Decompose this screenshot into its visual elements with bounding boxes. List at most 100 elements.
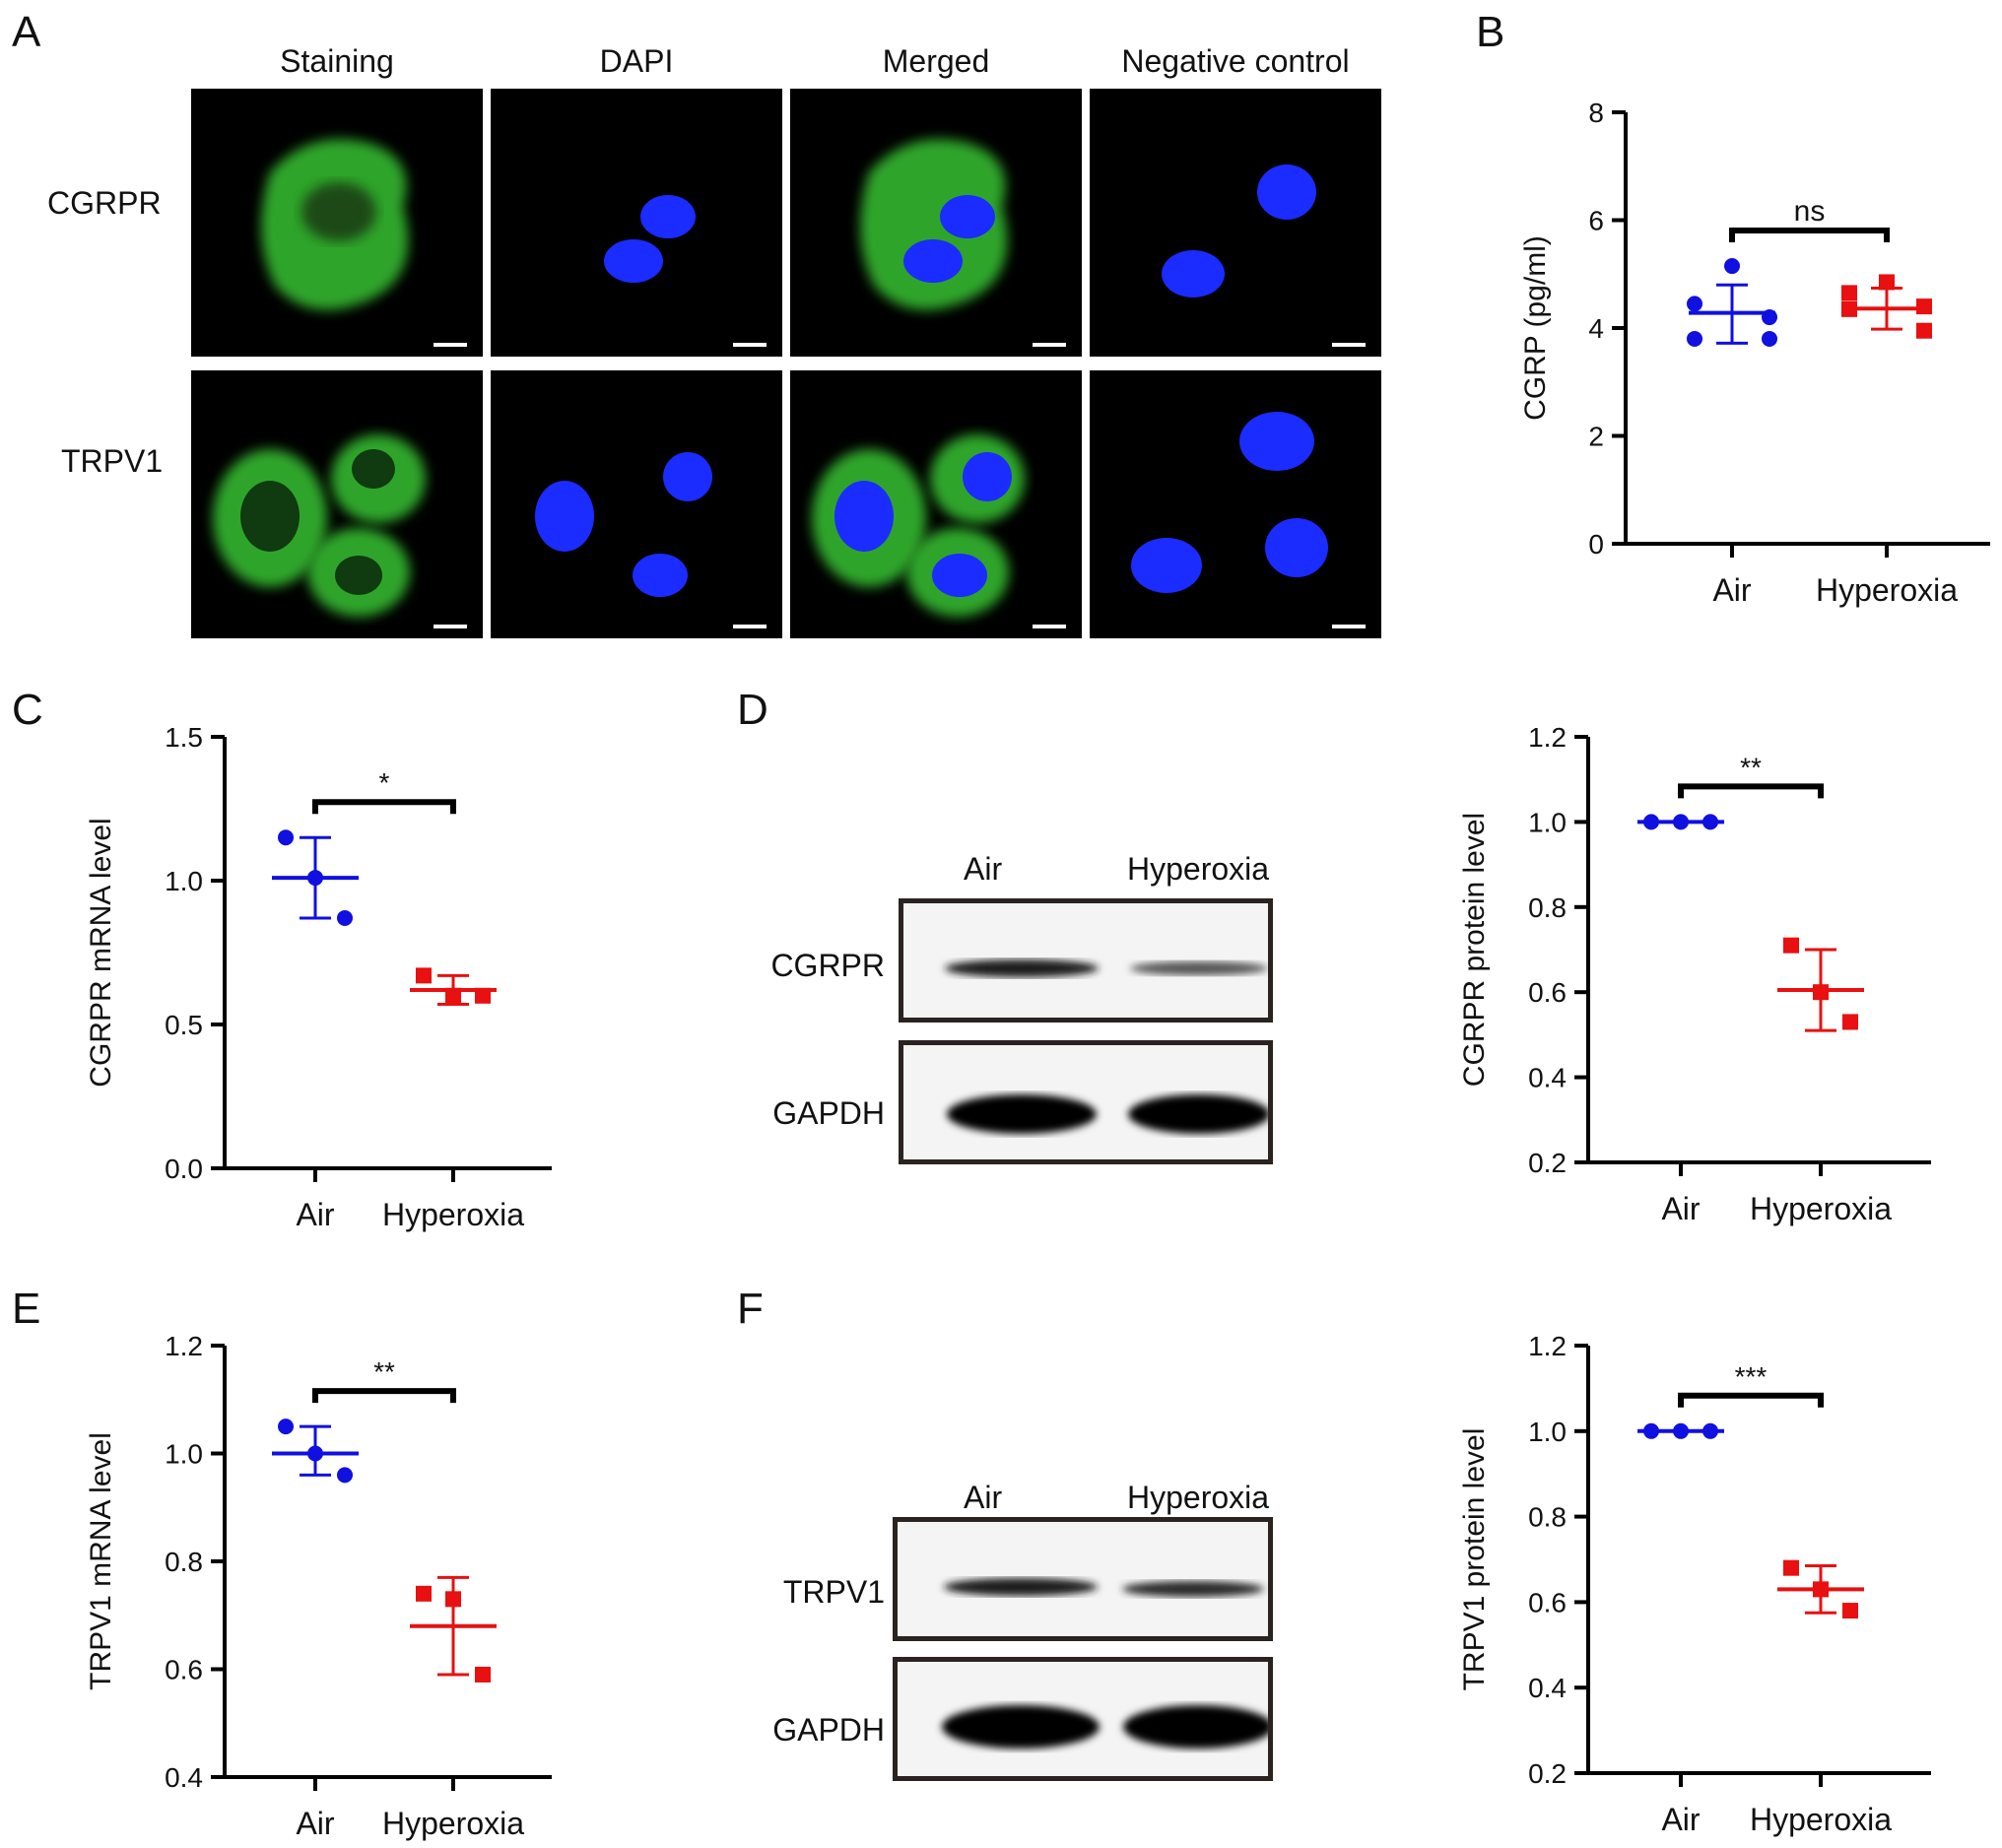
chart-b-y-axis-label: CGRP (pg/ml) [1519, 235, 1552, 421]
chart-b-x-tick-label: Air [1712, 572, 1751, 608]
chart-c-significance-label: * [379, 767, 390, 798]
blot-d-cgrpr-membrane [899, 898, 1273, 1023]
chart-e-hyperoxia-point [475, 1666, 491, 1683]
chart-c-y-tick-label: 0.5 [165, 1010, 203, 1040]
chart-b-air-point [1687, 330, 1702, 347]
chart-f-y-tick-label: 0.8 [1528, 1502, 1567, 1533]
chart-e-y-tick-label: 0.6 [165, 1655, 203, 1685]
chart-d-y-tick-label: 1.2 [1528, 722, 1567, 753]
chart-c-y-tick-label: 1.0 [165, 866, 203, 896]
chart-b-y-tick-label: 0 [1588, 529, 1604, 560]
blot-f-lane-air: Air [964, 1480, 1003, 1515]
chart-f-y-tick-label: 1.2 [1528, 1331, 1567, 1361]
blot-f-label-trpv1: TRPV1 [782, 1574, 885, 1610]
chart-b-y-tick-label: 4 [1588, 313, 1604, 344]
chart-f-y-tick-label: 1.0 [1528, 1417, 1567, 1447]
micrograph-cgrpr-dapi [491, 89, 782, 357]
blot-f-gapdh-membrane [893, 1657, 1273, 1781]
chart-e-hyperoxia-point [416, 1585, 432, 1602]
micrograph-cgrpr-merged [790, 89, 1082, 357]
blot-d-label-gapdh: GAPDH [772, 1095, 885, 1131]
chart-d-hyperoxia-point [1842, 1014, 1858, 1030]
chart-f-significance-bracket [1678, 1392, 1824, 1408]
chart-f-y-tick-label: 0.2 [1528, 1758, 1567, 1789]
panel-label-b: B [1476, 8, 1505, 56]
chart-b-y-tick-label: 6 [1588, 206, 1604, 236]
chart-b-significance-label: ns [1794, 195, 1826, 228]
blot-f-label-gapdh: GAPDH [772, 1712, 885, 1748]
chart-c-hyperoxia-point [416, 967, 432, 984]
blot-f-trpv1-membrane [893, 1517, 1273, 1641]
chart-b-y-tick-label: 2 [1588, 422, 1604, 452]
blot-d-gapdh-membrane [899, 1040, 1273, 1164]
chart-c-x-tick-label: Hyperoxia [382, 1197, 524, 1232]
chart-d-hyperoxia-point [1783, 937, 1799, 954]
chart-d-x-tick-label: Hyperoxia [1750, 1191, 1892, 1226]
chart-d-y-tick-label: 0.2 [1528, 1148, 1567, 1178]
chart-e-x-tick-label: Hyperoxia [382, 1806, 524, 1841]
chart-e-significance-bracket [312, 1388, 456, 1404]
scale-bar [1033, 625, 1066, 628]
chart-b-y-tick-label: 8 [1588, 98, 1604, 128]
chart-d-x-tick-label: Air [1661, 1191, 1700, 1226]
chart-e-significance-label: ** [373, 1356, 395, 1387]
scale-bar [434, 343, 467, 347]
chart-e-y-tick-label: 1.2 [165, 1331, 203, 1361]
chart-e-y-tick-label: 0.8 [165, 1547, 203, 1577]
chart-d-hyperoxia-point [1813, 984, 1829, 1001]
chart-d-significance-bracket [1678, 783, 1824, 799]
chart-b-significance-bracket [1729, 228, 1890, 243]
chart-f-x-tick-label: Hyperoxia [1750, 1802, 1892, 1837]
chart-f-significance-label: *** [1735, 1361, 1768, 1392]
blot-d-label-cgrpr: CGRPR [770, 948, 885, 983]
column-title-merged: Merged [882, 43, 990, 79]
micrograph-trpv1-staining [191, 370, 483, 638]
blot-d-lane-hyperoxia: Hyperoxia [1127, 851, 1270, 887]
chart-b-hyperoxia-point [1841, 285, 1857, 301]
chart-b-air-point [1724, 258, 1740, 275]
chart-f-y-tick-label: 0.4 [1528, 1673, 1567, 1703]
chart-e-air-point [278, 1419, 294, 1435]
chart-e-y-tick-label: 1.0 [165, 1439, 203, 1470]
scale-bar [733, 343, 767, 347]
blot-d-lane-air: Air [964, 851, 1003, 887]
chart-c-x-tick-label: Air [296, 1197, 334, 1232]
chart-e-hyperoxia-point [445, 1591, 461, 1608]
chart-f-hyperoxia-point [1842, 1603, 1858, 1619]
scale-bar [1033, 343, 1066, 347]
chart-b-hyperoxia-point [1879, 274, 1895, 291]
panel-label-c: C [12, 686, 43, 734]
chart-d-y-axis-label: CGRPR protein level [1458, 813, 1491, 1087]
chart-e-y-tick-label: 0.4 [165, 1762, 203, 1793]
chart-f-y-tick-label: 0.6 [1528, 1587, 1567, 1617]
chart-c-air-point [278, 829, 294, 846]
chart-f-hyperoxia-point [1783, 1559, 1799, 1576]
column-title-dapi: DAPI [599, 43, 674, 79]
micrograph-trpv1-dapi [491, 370, 782, 638]
row-label-cgrpr: CGRPR [47, 185, 162, 221]
chart-b-air-point [1762, 330, 1777, 347]
row-label-trpv1: TRPV1 [61, 443, 164, 479]
chart-d-y-tick-label: 0.8 [1528, 892, 1567, 923]
chart-b-hyperoxia-point [1916, 298, 1932, 315]
chart-e-x-tick-label: Air [296, 1806, 334, 1841]
chart-b-air-point [1687, 296, 1702, 312]
micrograph-cgrpr-negative-control [1090, 89, 1381, 357]
scale-bar [1332, 625, 1366, 628]
chart-d-y-tick-label: 0.6 [1528, 977, 1567, 1008]
chart-c-air-point [337, 909, 353, 926]
panel-label-a: A [12, 8, 41, 56]
chart-f-x-tick-label: Air [1661, 1802, 1700, 1837]
chart-e-y-axis-label: TRPV1 mRNA level [85, 1432, 117, 1690]
scale-bar [434, 625, 467, 628]
chart-d-y-tick-label: 0.4 [1528, 1063, 1567, 1093]
scale-bar [1332, 343, 1366, 347]
chart-b-x-tick-label: Hyperoxia [1816, 572, 1958, 608]
chart-f-y-axis-label: TRPV1 protein level [1458, 1428, 1491, 1691]
micrograph-trpv1-negative-control [1090, 370, 1381, 638]
column-title-negative-control: Negative control [1121, 43, 1350, 79]
chart-b-hyperoxia-point [1916, 322, 1932, 339]
blot-f-lane-hyperoxia: Hyperoxia [1127, 1480, 1270, 1515]
micrograph-cgrpr-staining [191, 89, 483, 357]
